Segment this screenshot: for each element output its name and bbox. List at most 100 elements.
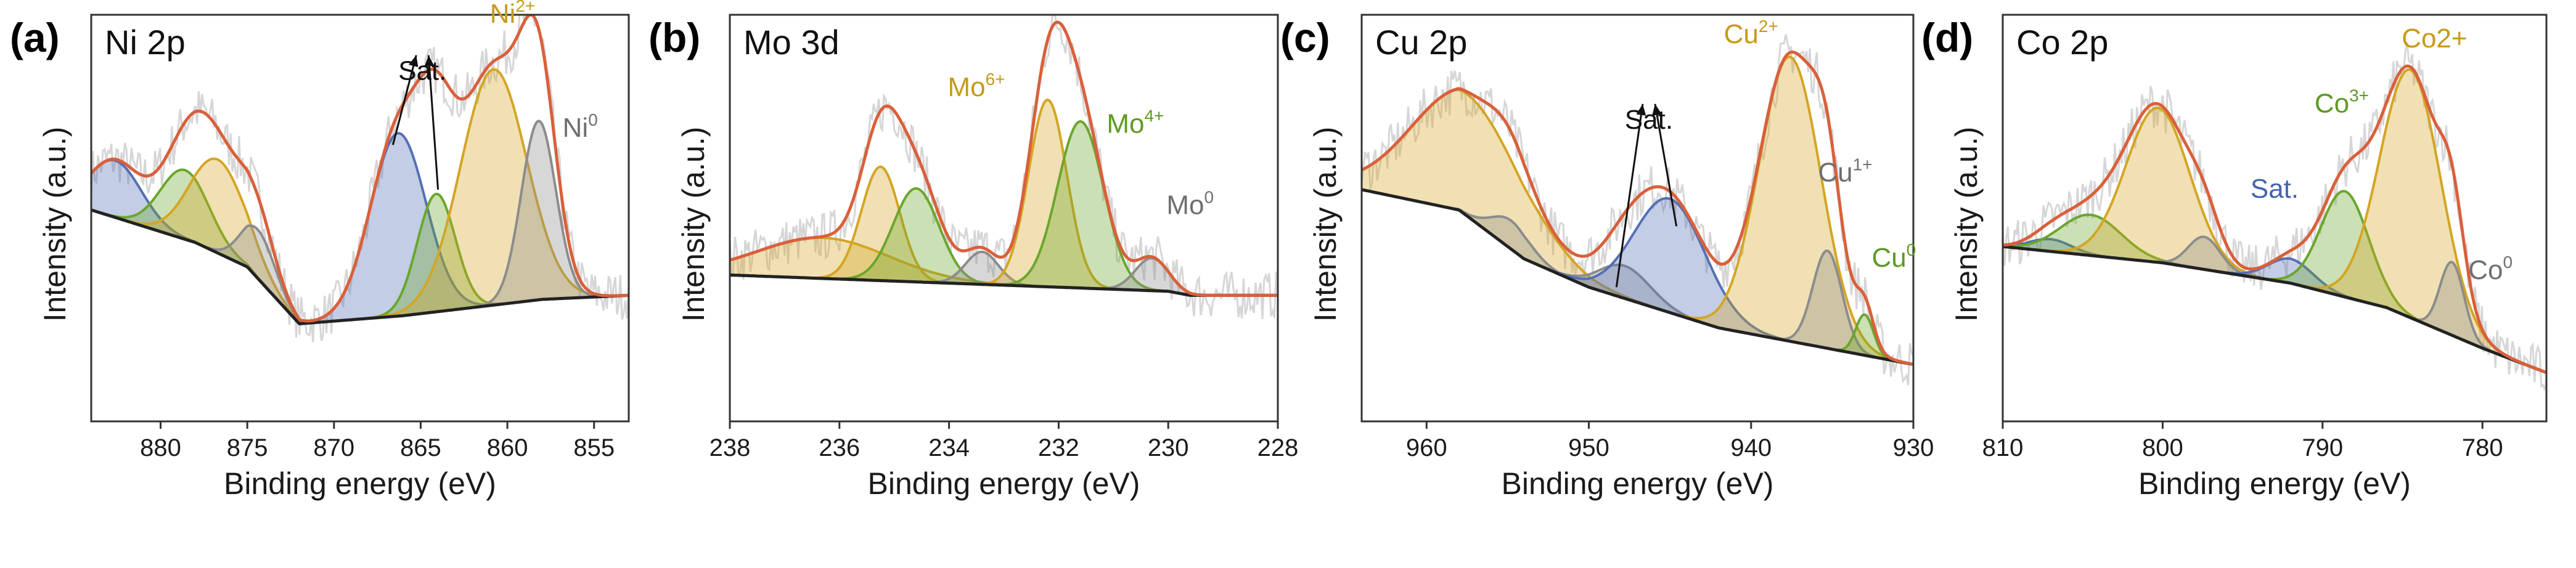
annotation-label: Co3+ xyxy=(2315,86,2369,118)
arrow-head xyxy=(408,55,419,68)
y-axis-label: Intensity (a.u.) xyxy=(676,127,711,322)
panel-title: Cu 2p xyxy=(1375,23,1467,62)
peak-line-3 xyxy=(824,187,1008,287)
panel-4: 810 800 790 780 Binding energy (eV) Intensity… xyxy=(1921,14,2548,501)
peak-fill-4 xyxy=(916,251,1048,287)
background-line xyxy=(2003,245,2546,375)
x-tick-label: 940 xyxy=(1730,434,1772,461)
arrow-head xyxy=(1636,103,1646,116)
peak-fill-6 xyxy=(988,121,1173,293)
x-tick-label: 880 xyxy=(140,434,181,461)
peak-fill-2 xyxy=(804,166,957,284)
annotation-label: Co0 xyxy=(2468,253,2513,285)
arrow-head xyxy=(424,55,435,67)
peak-line-4 xyxy=(1526,197,1813,347)
annotation-label: Cu0 xyxy=(1871,240,1916,273)
x-axis-label: Binding energy (eV) xyxy=(2138,466,2411,501)
annotation-label: Co2+ xyxy=(2402,23,2467,54)
plot-frame xyxy=(1360,14,1915,423)
annotation-label: Mo6+ xyxy=(948,70,1005,102)
raw-data-line xyxy=(1362,34,1913,386)
x-tick-label: 860 xyxy=(487,434,528,461)
plot-frame xyxy=(729,14,1279,423)
annotation-label: Sat. xyxy=(2251,174,2299,204)
x-tick-label: 855 xyxy=(573,434,615,461)
peak-fill-8 xyxy=(469,121,608,308)
peak-line-5 xyxy=(1666,55,1913,366)
envelope-line xyxy=(1362,50,1913,366)
x-tick-label: 810 xyxy=(1982,434,2024,461)
x-tick-label: 790 xyxy=(2302,434,2343,461)
peak-fill-7 xyxy=(361,69,626,319)
panel-label: (c) xyxy=(1280,15,1330,60)
x-tick-label: 780 xyxy=(2462,434,2503,461)
peak-fill-7 xyxy=(1829,314,1900,362)
background-line xyxy=(730,273,1278,297)
x-axis-label: Binding energy (eV) xyxy=(224,466,496,501)
peak-fill-1 xyxy=(1362,89,1688,318)
x-axis-label: Binding energy (eV) xyxy=(1502,466,1774,501)
peak-line-8 xyxy=(468,120,608,309)
panel-title: Mo 3d xyxy=(743,23,840,62)
peak-line-5 xyxy=(971,98,1125,291)
x-tick-label: 236 xyxy=(819,434,860,461)
annotation-label: Cu2+ xyxy=(1724,17,1778,49)
peak-line-6 xyxy=(2249,190,2442,332)
peak-fill-4 xyxy=(1527,198,1813,346)
panel-label: (b) xyxy=(648,15,700,60)
peak-line-1 xyxy=(1362,88,1688,320)
y-axis-label: Intensity (a.u.) xyxy=(38,127,72,322)
peak-fill-5 xyxy=(971,99,1125,290)
x-tick-label: 875 xyxy=(227,434,268,461)
peak-fill-6 xyxy=(2249,191,2441,331)
panel-title: Ni 2p xyxy=(105,23,186,62)
envelope-line xyxy=(2003,64,2546,375)
peak-fill-3 xyxy=(2030,108,2286,283)
annotation-label: Cu1+ xyxy=(1818,155,1872,188)
envelope-line xyxy=(91,15,629,323)
peak-fill-1 xyxy=(91,160,220,254)
peak-fill-5 xyxy=(287,133,509,324)
x-tick-label: 870 xyxy=(313,434,354,461)
peak-fill-7 xyxy=(2289,70,2532,367)
panel-1: 880 875 870 865 860 855 Binding energy (eV) Int… xyxy=(10,0,630,501)
panel-3: 960 950 940 930 Binding energy (eV) Intensity… xyxy=(1280,14,1934,501)
annotation-arrow xyxy=(1615,103,1644,288)
x-tick-label: 930 xyxy=(1893,434,1934,461)
annotation-label: Mo0 xyxy=(1166,187,1214,220)
x-tick-label: 234 xyxy=(928,434,970,461)
annotation-sat: Sat. xyxy=(1625,105,1673,135)
raw-data-line xyxy=(730,15,1278,319)
annotation-label: Ni2+ xyxy=(490,0,536,29)
annotation-sat: Sat. xyxy=(398,56,446,86)
plot-frame xyxy=(90,14,630,423)
peak-fill-4 xyxy=(2140,237,2268,280)
panel-label: (a) xyxy=(10,15,60,60)
peak-fill-2 xyxy=(2003,214,2212,271)
panel-title: Co 2p xyxy=(2016,23,2108,62)
peak-fill-6 xyxy=(1768,251,1886,360)
y-axis-label: Intensity (a.u.) xyxy=(1308,127,1343,322)
peak-fill-5 xyxy=(1666,57,1913,365)
x-axis-label: Binding energy (eV) xyxy=(868,466,1140,501)
peak-line-2 xyxy=(803,165,957,285)
annotation-arrow xyxy=(427,55,440,190)
background-line xyxy=(1362,188,1913,367)
peak-line-6 xyxy=(988,120,1173,293)
x-tick-label: 950 xyxy=(1568,434,1609,461)
plot-frame xyxy=(2002,14,2548,423)
peak-fill-1 xyxy=(730,237,1086,288)
x-tick-label: 228 xyxy=(1257,434,1299,461)
panel-2: 238 236 234 232 230 228 Binding energy (eV) Int… xyxy=(648,14,1299,501)
peak-line-3 xyxy=(106,157,329,324)
background-line xyxy=(91,208,629,326)
x-tick-label: 232 xyxy=(1038,434,1079,461)
peak-line-8 xyxy=(2403,261,2501,356)
annotation-arrow xyxy=(391,55,417,145)
peak-fill-2 xyxy=(91,169,282,305)
peak-line-6 xyxy=(1768,249,1886,361)
peak-fill-8 xyxy=(2404,262,2500,355)
x-tick-label: 238 xyxy=(709,434,751,461)
x-tick-label: 230 xyxy=(1148,434,1189,461)
